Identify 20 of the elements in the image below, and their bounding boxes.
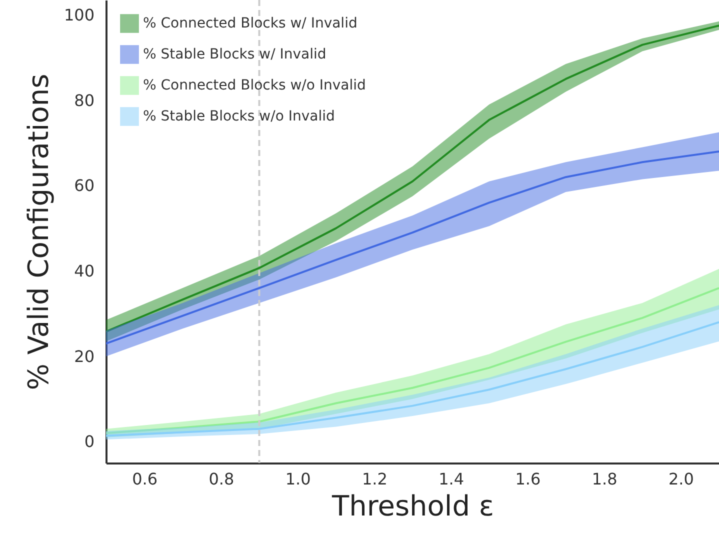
y-tick-label: 40	[74, 261, 94, 280]
legend-label: % Stable Blocks w/ Invalid	[143, 46, 326, 62]
legend-label: % Connected Blocks w/o Invalid	[143, 78, 366, 94]
x-tick-label: 1.0	[285, 470, 311, 488]
x-tick-label: 1.2	[362, 470, 388, 488]
x-tick-label: 0.8	[208, 470, 234, 488]
legend-label: % Stable Blocks w/o Invalid	[143, 108, 335, 124]
x-tick-label: 1.6	[515, 470, 541, 488]
legend-label: % Connected Blocks w/ Invalid	[143, 16, 358, 32]
x-tick-label: 1.4	[438, 470, 464, 488]
x-tick-label: 1.8	[592, 470, 618, 488]
y-axis-title: % Valid Configurations	[22, 74, 55, 390]
y-tick-label: 60	[74, 176, 94, 196]
y-tick-label: 0	[84, 432, 94, 452]
y-tick-label: 80	[74, 90, 94, 110]
y-tick-label: 100	[64, 5, 94, 24]
y-tick-label: 20	[74, 346, 94, 366]
x-axis-title: Threshold ε	[330, 490, 494, 522]
x-tick-label: 0.6	[132, 470, 158, 488]
x-tick-label: 2.0	[668, 470, 694, 488]
